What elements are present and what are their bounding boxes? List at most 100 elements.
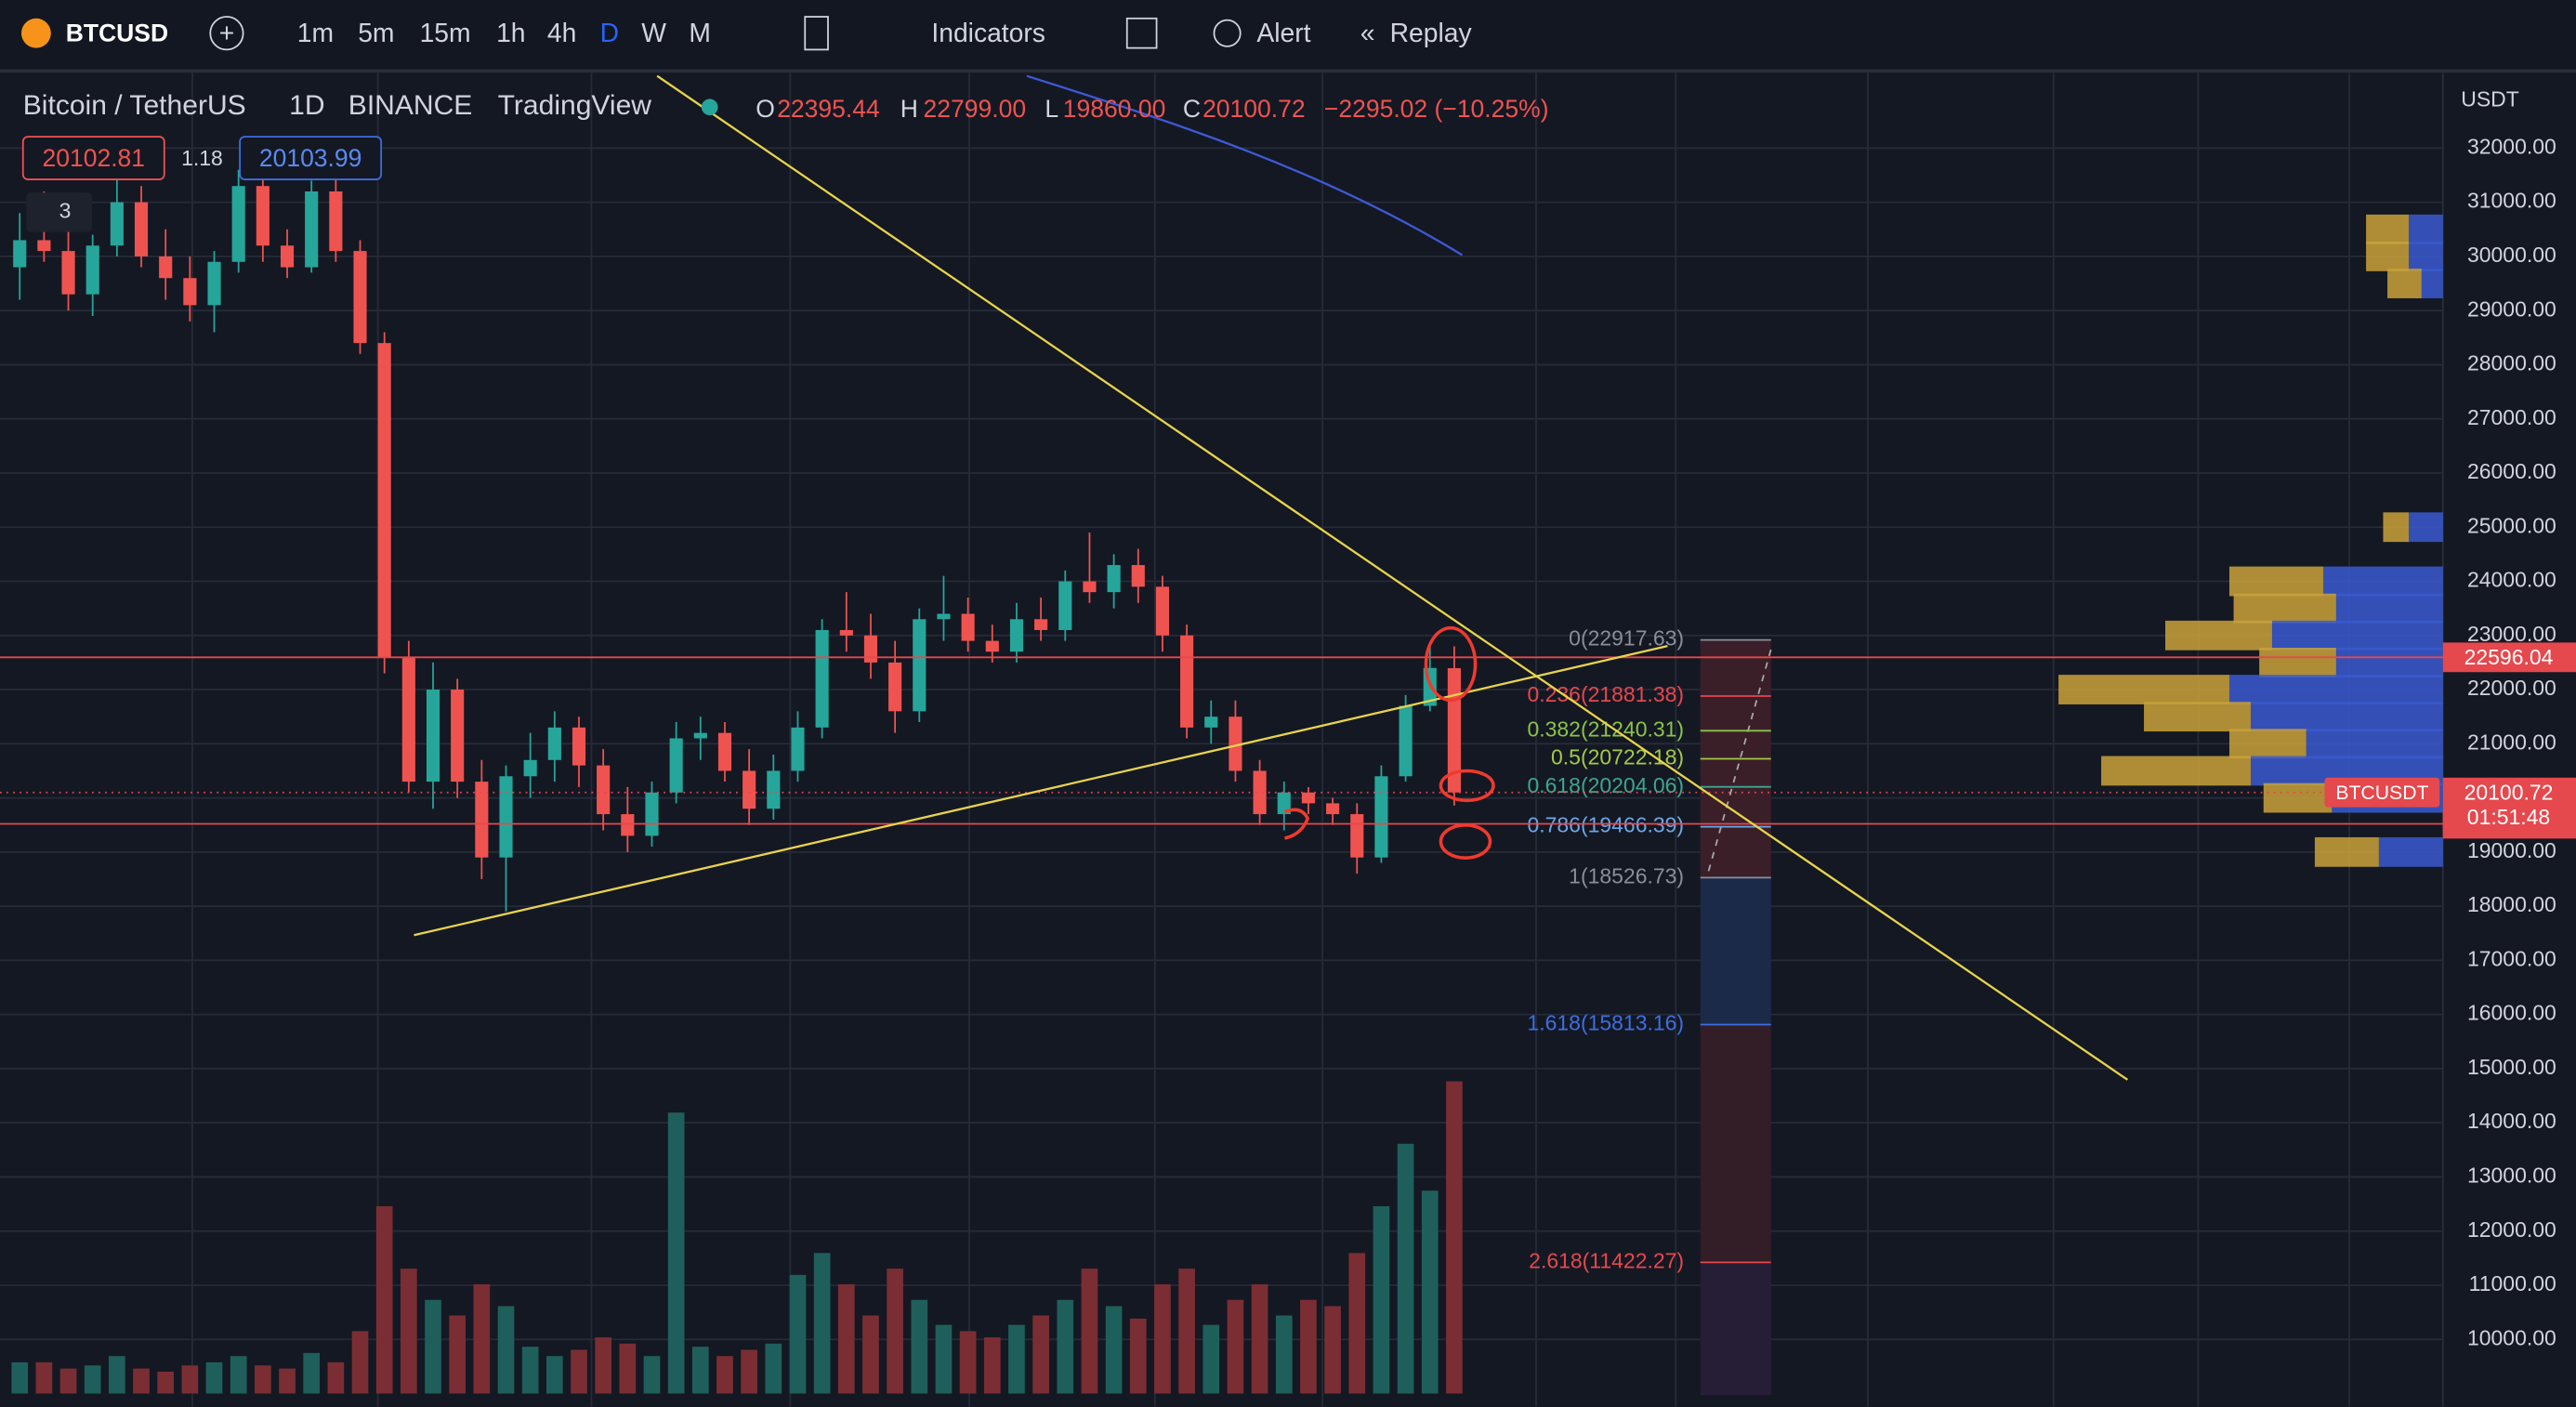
profile-sell xyxy=(2421,269,2443,298)
toolbar-items: BTCUSD + Indicators Alert « Replay 1m 5m 1… xyxy=(20,16,1473,51)
alert-icon xyxy=(1213,19,1242,47)
profile-buy xyxy=(2366,242,2410,271)
legend: Bitcoin / TetherUS 1D BINANCE TradingVie… xyxy=(21,86,2519,232)
last-price-tag xyxy=(2442,777,2576,834)
y-tick-label: 29000.00 xyxy=(2467,296,2556,321)
interval: 1D xyxy=(289,90,324,121)
interval-button[interactable]: D xyxy=(600,18,619,47)
profile-buy xyxy=(2366,214,2410,244)
candle-body xyxy=(1107,565,1121,593)
y-tick-label: 27000.00 xyxy=(2467,405,2556,429)
fib-label: 1(18526.73) xyxy=(1569,863,1684,888)
candle-body xyxy=(37,240,51,252)
symbol-icon xyxy=(20,18,51,48)
candle-body xyxy=(597,765,611,815)
grid xyxy=(0,72,2443,1407)
volume-bar xyxy=(837,1283,855,1394)
candle-body xyxy=(377,343,391,658)
change: −2295.02 (−10.25%) xyxy=(1324,95,1549,123)
candle-body xyxy=(499,776,513,858)
volume-bar xyxy=(1203,1324,1220,1394)
fib-label: 1.618(15813.16) xyxy=(1527,1011,1684,1035)
annotation-circle xyxy=(1439,823,1492,860)
candle-body xyxy=(1350,814,1364,858)
profile-buy xyxy=(2259,648,2336,677)
candle-body xyxy=(743,770,756,809)
candle-body xyxy=(1277,792,1291,815)
y-tick-label: 21000.00 xyxy=(2467,730,2556,754)
volume-bar xyxy=(375,1205,393,1394)
interval-button[interactable]: 15m xyxy=(420,18,471,47)
exchange: BINANCE xyxy=(348,90,473,121)
volume-bar xyxy=(1348,1253,1366,1394)
ma-200 xyxy=(1026,74,1463,256)
volume-bar xyxy=(521,1347,539,1394)
volume-bar xyxy=(1251,1283,1268,1394)
candle-body xyxy=(1253,770,1267,815)
volume-bar xyxy=(1446,1081,1463,1394)
open: 22395.44 xyxy=(777,95,880,123)
interval-button[interactable]: M xyxy=(689,18,711,47)
candle-body xyxy=(1131,565,1145,587)
add-symbol-icon: + xyxy=(219,18,235,47)
volume-bar xyxy=(181,1365,199,1394)
volume-bar xyxy=(765,1343,782,1394)
volume-bar xyxy=(59,1368,77,1394)
indicators[interactable]: Indicators xyxy=(931,18,1045,47)
candle-body xyxy=(426,690,440,782)
volume-bar xyxy=(449,1315,467,1394)
interval-button[interactable]: W xyxy=(641,18,666,47)
layouts[interactable] xyxy=(1125,17,1158,49)
collapse-box[interactable] xyxy=(26,192,93,232)
profile-buy xyxy=(2263,782,2333,813)
candle-body xyxy=(1034,619,1048,630)
candle-body xyxy=(451,690,465,782)
profile-sell xyxy=(2271,620,2443,651)
interval-button[interactable]: 4h xyxy=(547,18,576,47)
annotation-circle xyxy=(1439,769,1495,803)
candle-body xyxy=(1155,586,1170,636)
price-tag-label: 22596.04 xyxy=(2464,645,2554,669)
profile-sell xyxy=(2378,836,2443,867)
y-tick-label: 16000.00 xyxy=(2467,1001,2556,1025)
chart-type[interactable] xyxy=(804,16,829,51)
candle-body xyxy=(1083,581,1097,593)
bid-box[interactable] xyxy=(21,136,165,180)
profile-sell xyxy=(2228,675,2443,704)
currency[interactable]: USDT xyxy=(2461,86,2519,111)
interval-button[interactable]: 1h xyxy=(496,18,525,47)
interval-button[interactable]: 1m xyxy=(297,18,334,47)
candle-body xyxy=(280,245,295,268)
volume-bar xyxy=(1227,1299,1244,1394)
h-key: H xyxy=(900,95,918,123)
high: 22799.00 xyxy=(924,95,1027,123)
candle-body xyxy=(961,613,975,641)
profile-buy xyxy=(2058,675,2229,704)
replay[interactable]: Replay xyxy=(1390,18,1473,47)
interval-button[interactable]: 5m xyxy=(358,18,394,47)
candle-body xyxy=(1301,792,1315,804)
volume-bar xyxy=(545,1356,563,1394)
replay-icon: « xyxy=(1360,18,1375,47)
volume xyxy=(11,1081,1463,1394)
volume-bar xyxy=(351,1331,369,1394)
candle-body xyxy=(110,202,124,246)
annotation-mark xyxy=(1283,808,1310,840)
add-symbol[interactable] xyxy=(209,16,244,51)
symbol[interactable]: BTCUSD xyxy=(66,19,168,46)
alert[interactable]: Alert xyxy=(1256,18,1310,47)
status-dot xyxy=(701,99,718,116)
profile-sell xyxy=(2323,566,2443,597)
ask-box[interactable] xyxy=(239,136,383,180)
candle-body xyxy=(475,782,489,858)
y-tick-label: 28000.00 xyxy=(2467,351,2556,375)
y-tick-label: 18000.00 xyxy=(2467,892,2556,916)
y-tick-label: 11000.00 xyxy=(2469,1271,2556,1295)
candle-body xyxy=(985,640,999,652)
y-tick-label: 10000.00 xyxy=(2467,1325,2556,1349)
profile-buy xyxy=(2383,512,2410,543)
candle-body xyxy=(13,240,27,268)
volume-bar xyxy=(401,1269,417,1394)
fib-levels: 0(22917.63)0.236(21881.38)0.382(21240.31… xyxy=(1527,626,1771,1272)
